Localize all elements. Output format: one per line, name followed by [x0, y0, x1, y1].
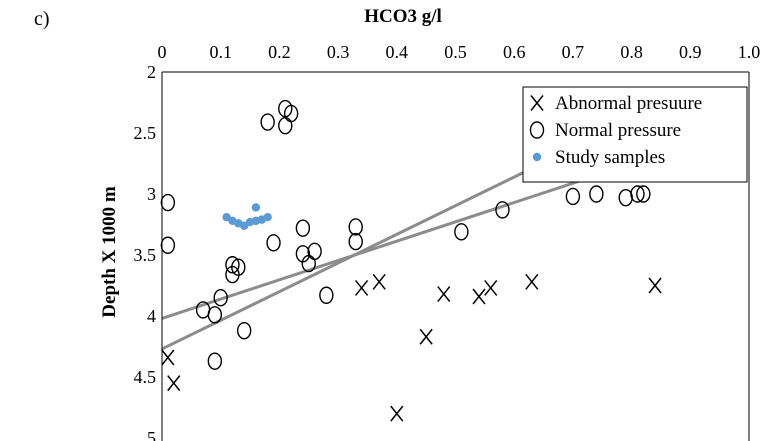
- legend-x-marker: [530, 95, 544, 111]
- normal-pressure-point: [307, 242, 322, 261]
- normal-pressure-point: [565, 187, 581, 206]
- y-tick-label: 4.5: [134, 367, 157, 387]
- normal-pressure-point: [225, 256, 240, 274]
- abnormal-pressure-point: [419, 328, 433, 345]
- normal-pressure-point: [348, 218, 363, 236]
- x-tick-label: 1.0: [738, 42, 761, 62]
- x-tick-label: 0.8: [620, 42, 643, 62]
- abnormal-pressure-point: [390, 405, 404, 422]
- abnormal-pressure-point: [372, 273, 386, 290]
- normal-pressure-point: [589, 185, 604, 203]
- abnormal-pressure-point: [354, 279, 369, 296]
- normal-pressure-point: [160, 193, 176, 212]
- normal-pressure-point: [295, 219, 311, 237]
- abnormal-pressure-point: [484, 279, 498, 296]
- normal-pressure-point: [630, 185, 645, 203]
- abnormal-pressure-point: [472, 288, 486, 305]
- y-tick-label: 2.5: [134, 123, 157, 143]
- trend-line: [161, 177, 586, 320]
- chart-title: HCO3 g/l: [364, 6, 442, 27]
- x-tick-label: 0: [158, 42, 167, 62]
- normal-pressure-point: [636, 185, 651, 203]
- legend-dot-marker: [532, 152, 542, 162]
- y-tick-label: 4: [147, 306, 156, 326]
- panel-label: c): [34, 8, 50, 30]
- normal-pressure-point: [495, 201, 510, 219]
- normal-pressure-point: [278, 116, 293, 135]
- y-tick-label: 3.5: [134, 245, 157, 265]
- trend-line: [161, 158, 551, 351]
- x-tick-label: 0.3: [327, 42, 350, 62]
- y-tick-label: 2: [147, 62, 156, 82]
- x-tick-label: 0.9: [679, 42, 702, 62]
- study-sample-point: [251, 203, 261, 212]
- study-sample-point: [263, 212, 272, 222]
- normal-pressure-point: [231, 258, 246, 276]
- legend-label: Study samples: [555, 147, 665, 168]
- normal-pressure-point: [207, 306, 223, 324]
- normal-pressure-point: [266, 234, 281, 252]
- normal-pressure-point: [618, 188, 633, 207]
- normal-pressure-point: [348, 232, 363, 251]
- normal-pressure-point: [207, 352, 223, 370]
- x-tick-label: 0.2: [268, 42, 291, 62]
- x-tick-label: 0.5: [444, 42, 467, 62]
- abnormal-pressure-point: [161, 349, 175, 366]
- legend-o-marker: [529, 121, 545, 139]
- x-tick-label: 0.4: [386, 42, 409, 62]
- normal-pressure-point: [236, 321, 252, 340]
- y-tick-label: 3: [147, 184, 156, 204]
- normal-pressure-point: [319, 286, 334, 304]
- abnormal-pressure-point: [648, 277, 662, 294]
- x-tick-label: 0.7: [562, 42, 585, 62]
- normal-pressure-point: [213, 289, 228, 307]
- y-tick-label: 5: [147, 428, 156, 441]
- legend-label: Normal pressure: [555, 120, 681, 141]
- abnormal-pressure-point: [437, 286, 451, 303]
- x-tick-label: 0.1: [209, 42, 232, 62]
- normal-pressure-point: [454, 223, 469, 241]
- legend-box: [522, 86, 748, 183]
- abnormal-pressure-point: [525, 273, 539, 290]
- abnormal-pressure-point: [167, 375, 181, 392]
- normal-pressure-point: [160, 236, 176, 254]
- x-tick-label: 0.6: [503, 42, 526, 62]
- legend-label: Abnormal presuure: [555, 93, 702, 114]
- normal-pressure-point: [260, 113, 275, 131]
